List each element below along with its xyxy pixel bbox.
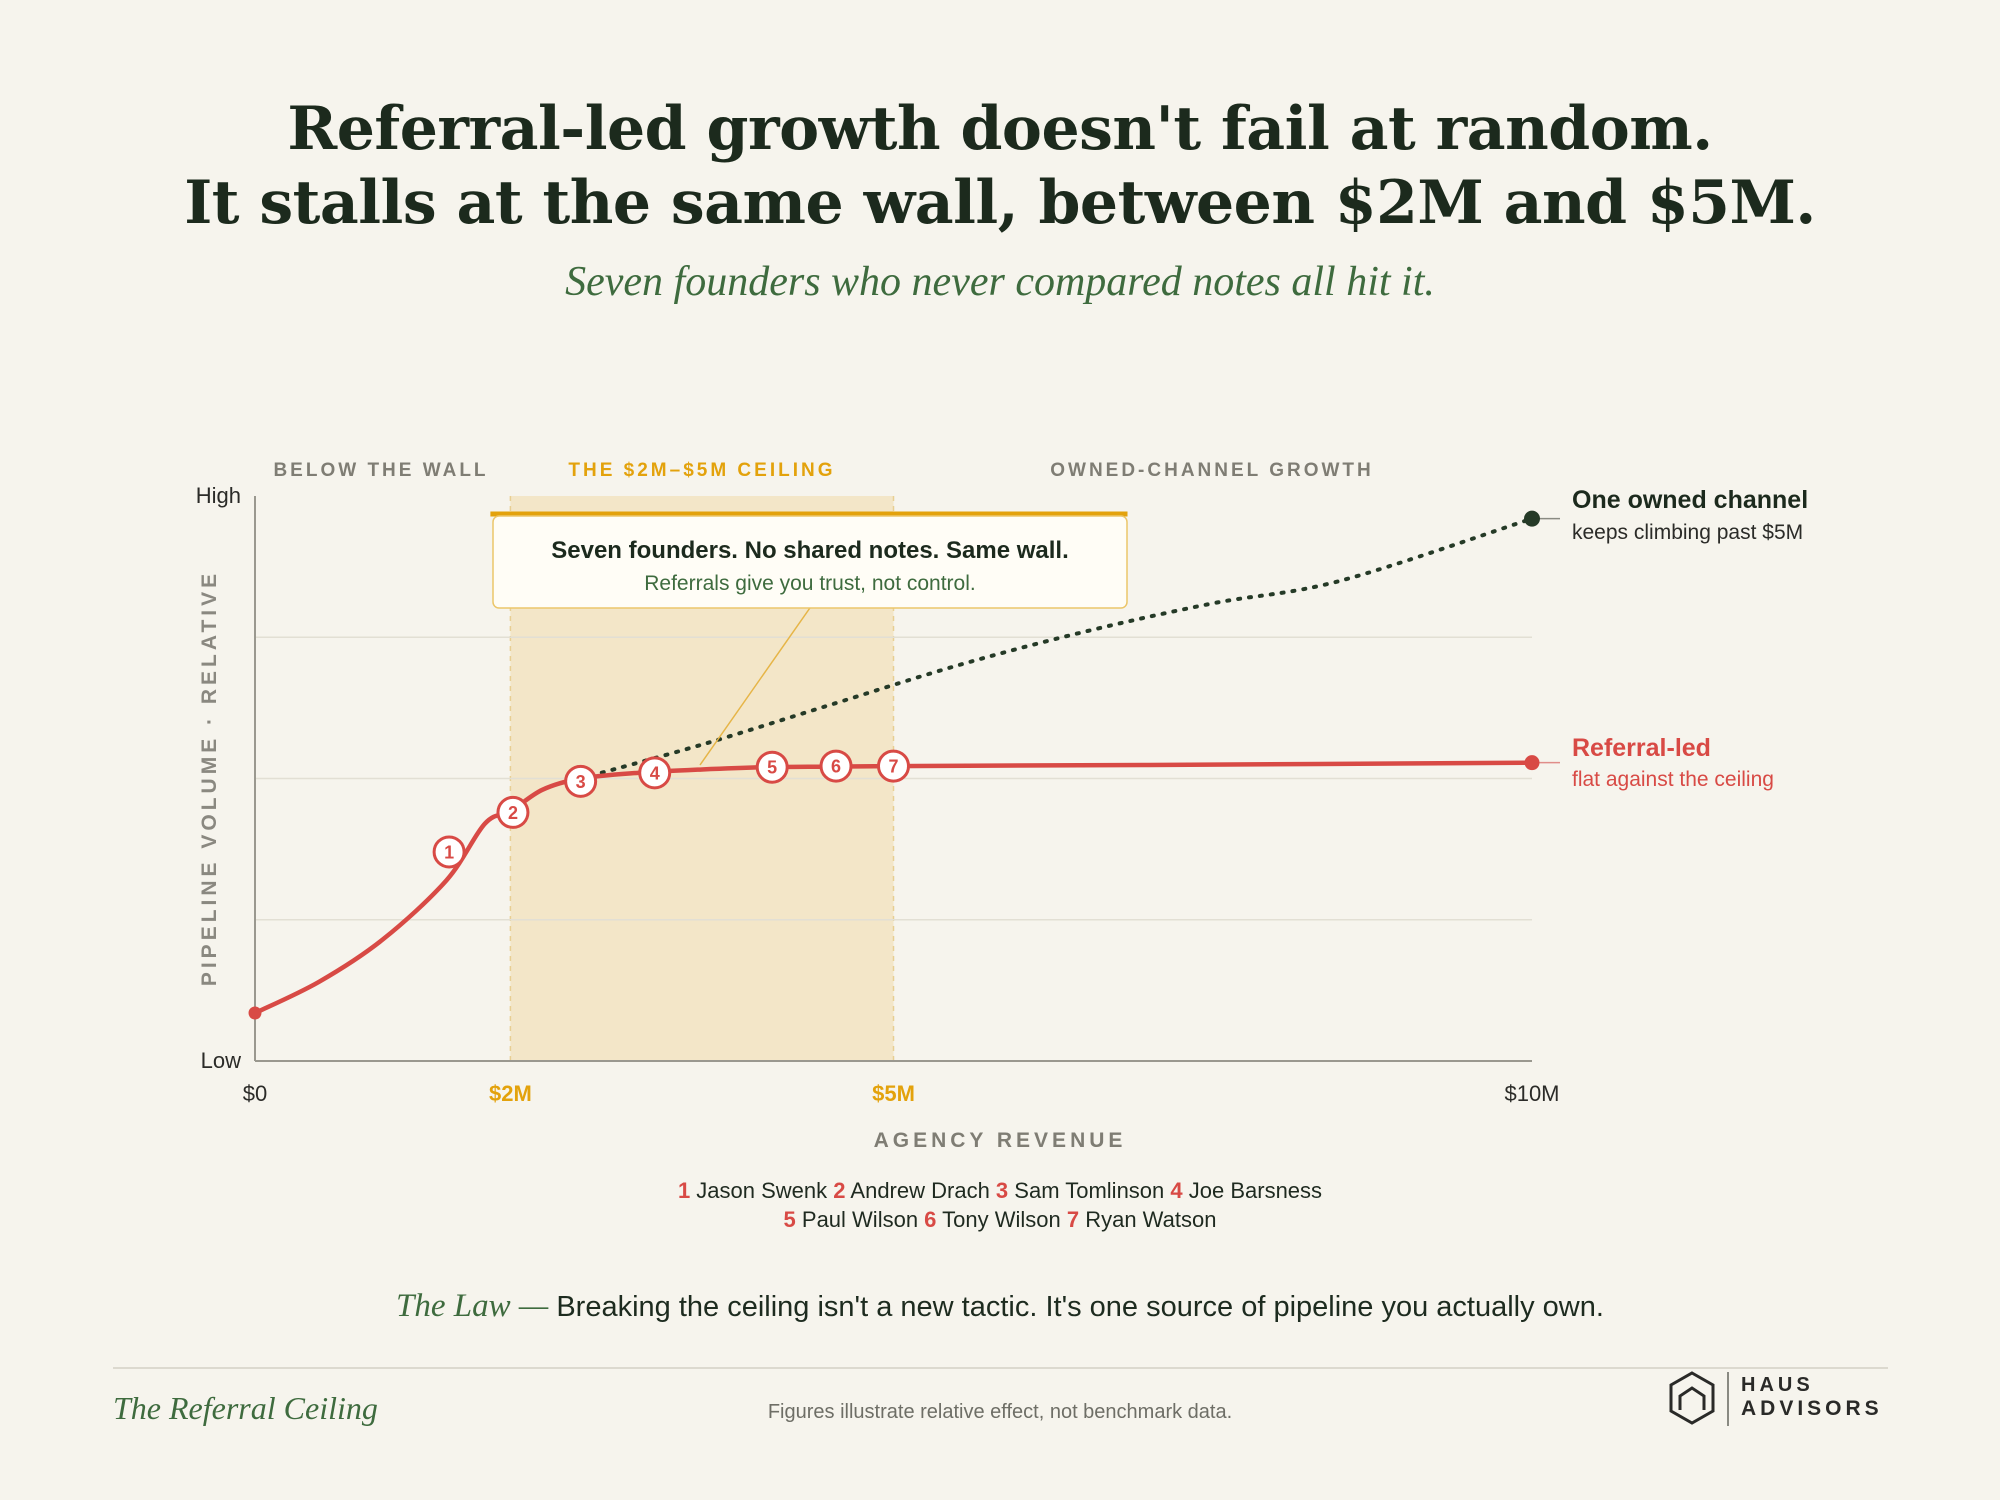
callout-box	[492, 515, 1128, 609]
chart: BELOW THE WALL THE $2M–$5M CEILING OWNED-C…	[196, 460, 1808, 1150]
founder-legend-number: 6	[924, 1207, 937, 1232]
founder-legend-number: 2	[833, 1178, 846, 1203]
hexagon-house-icon	[1669, 1371, 1715, 1425]
brand-word-2: ADVISORS	[1741, 1397, 1883, 1420]
brand-logo: HAUS ADVISORS	[1667, 1370, 1892, 1430]
referral-led-endpoint	[1524, 755, 1540, 771]
founder-marker-label-5: 5	[767, 758, 777, 778]
founder-legend-item: 5 Paul Wilson	[784, 1207, 925, 1232]
founder-legend-item: 6 Tony Wilson	[924, 1207, 1067, 1232]
founder-legend-name: Ryan Watson	[1079, 1207, 1217, 1232]
brand-separator	[1727, 1372, 1729, 1426]
callout-body: Referrals give you trust, not control.	[644, 572, 975, 595]
founder-legend-name: Paul Wilson	[795, 1207, 925, 1232]
founder-legend-number: 3	[995, 1178, 1009, 1203]
founder-marker-7	[877, 749, 910, 783]
founder-marker-label-6: 6	[831, 757, 841, 777]
founder-legend-name: Andrew Drach	[845, 1178, 996, 1203]
founder-marker-1	[432, 835, 466, 869]
founder-marker-label-7: 7	[888, 757, 898, 777]
founder-legend-number: 4	[1170, 1178, 1183, 1203]
callout-title: Seven founders. No shared notes. Same wa…	[551, 537, 1069, 564]
page-subtitle: Seven founders who never compared notes …	[565, 259, 1435, 305]
law-label: The Law —	[396, 1288, 549, 1324]
founder-legend-number: 5	[783, 1207, 796, 1232]
owned-channel-label: One owned channel	[1572, 486, 1808, 514]
founder-legend-name: Tony Wilson	[936, 1207, 1067, 1232]
referral-led-note: flat against the ceiling	[1572, 768, 1774, 791]
founder-legend-item: 4 Joe Barsness	[1170, 1178, 1322, 1203]
zone-label-2: OWNED-CHANNEL GROWTH	[1050, 460, 1374, 481]
founder-marker-3	[564, 764, 598, 798]
zone-label-0: BELOW THE WALL	[273, 460, 488, 481]
referral-led-line	[252, 760, 1535, 1016]
title-line-2: It stalls at the same wall, between $2M …	[184, 168, 1816, 238]
founder-legend-number: 1	[677, 1178, 691, 1203]
y-tick-label: High	[196, 483, 241, 508]
callout-connector	[699, 604, 813, 766]
founder-marker-6	[819, 749, 853, 783]
founder-legend-number: 7	[1066, 1207, 1080, 1232]
page-title: Referral-led growth doesn't fail at rand…	[0, 92, 2000, 240]
founder-marker-label-4: 4	[650, 763, 660, 783]
referral-led-start-point	[248, 1006, 262, 1020]
founder-legend-name: Joe Barsness	[1182, 1178, 1323, 1203]
founder-legend: 1 Jason Swenk 2 Andrew Drach 3 Sam Tomli…	[0, 1176, 2000, 1234]
founder-legend-line-2: 5 Paul Wilson 6 Tony Wilson 7 Ryan Watso…	[0, 1205, 2000, 1234]
founder-legend-item: 2 Andrew Drach	[833, 1178, 996, 1203]
x-tick-label: $10M	[1504, 1081, 1559, 1106]
founder-legend-item: 1 Jason Swenk	[678, 1178, 833, 1203]
law-text: Breaking the ceiling isn't a new tactic.…	[556, 1291, 1604, 1323]
founder-legend-name: Jason Swenk	[690, 1178, 834, 1203]
footer-title: The Referral Ceiling	[113, 1390, 378, 1426]
x-tick-label: $2M	[489, 1081, 532, 1106]
brand-word-1: HAUS	[1741, 1374, 1814, 1396]
founder-marker-label-2: 2	[508, 803, 518, 823]
zone-label-1: THE $2M–$5M CEILING	[568, 460, 835, 481]
footer-divider	[113, 1367, 1888, 1369]
referral-led-label: Referral-led	[1572, 734, 1711, 762]
footer-note: Figures illustrate relative effect, not …	[767, 1401, 1233, 1423]
title-line-1: Referral-led growth doesn't fail at rand…	[287, 94, 1713, 164]
founder-marker-5	[755, 750, 789, 784]
founder-marker-label-3: 3	[576, 772, 586, 792]
x-tick-label: $0	[243, 1081, 267, 1106]
owned-channel-endpoint	[1524, 510, 1540, 527]
founder-legend-line-1: 1 Jason Swenk 2 Andrew Drach 3 Sam Tomli…	[0, 1176, 2000, 1205]
founder-legend-name: Sam Tomlinson	[1008, 1178, 1171, 1203]
founder-legend-item: 3 Sam Tomlinson	[996, 1178, 1170, 1203]
y-axis-title: PIPELINE VOLUME · RELATIVE	[198, 570, 221, 986]
founder-legend-item: 7 Ryan Watson	[1067, 1207, 1217, 1232]
law-statement: The Law — Breaking the ceiling isn't a n…	[0, 1288, 2000, 1325]
y-tick-label: Low	[201, 1048, 241, 1073]
founder-marker-4	[638, 756, 672, 790]
founder-marker-label-1: 1	[444, 842, 454, 862]
x-axis-title: AGENCY REVENUE	[874, 1129, 1127, 1150]
owned-channel-note: keeps climbing past $5M	[1572, 521, 1803, 544]
founder-marker-2	[496, 795, 530, 829]
owned-channel-line	[578, 516, 1534, 781]
x-tick-label: $5M	[872, 1081, 915, 1106]
